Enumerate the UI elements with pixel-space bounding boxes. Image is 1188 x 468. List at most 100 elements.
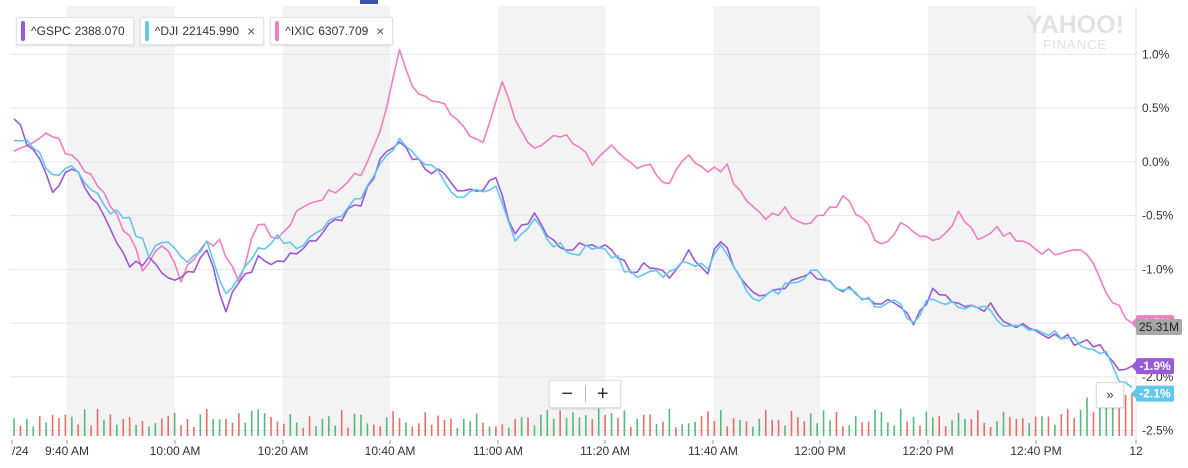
volume-bar	[469, 421, 471, 436]
legend: ^GSPC 2388.070 ^DJI 22145.990 × ^IXIC 63…	[16, 17, 394, 45]
volume-bar	[1092, 411, 1095, 436]
volume-bar	[360, 414, 362, 436]
volume-bar	[964, 419, 966, 436]
volume-bar	[430, 424, 433, 436]
volume-bar	[321, 418, 324, 436]
volume-bar	[443, 419, 446, 436]
volume-bar	[373, 424, 375, 436]
volume-bar	[527, 417, 529, 436]
volume-bar	[790, 410, 793, 436]
volume-bar	[610, 412, 613, 436]
zoom-divider	[584, 386, 586, 402]
volume-bar	[906, 421, 908, 436]
legend-value: 22145.990	[182, 24, 240, 38]
close-icon[interactable]: ×	[376, 23, 385, 39]
volume-bar	[777, 420, 780, 436]
volume-bar	[135, 424, 137, 436]
series-lines	[13, 48, 1133, 389]
volume-bar	[456, 427, 459, 436]
volume-bar	[482, 422, 484, 436]
volume-bar	[668, 408, 671, 436]
volume-bar	[732, 418, 735, 436]
volume-bar	[90, 425, 92, 436]
volume-bar	[707, 411, 709, 436]
volume-bar	[514, 419, 516, 436]
volume-bar	[764, 409, 767, 436]
volume-bar	[1021, 418, 1024, 436]
volume-bar	[180, 425, 182, 436]
volume-bar	[970, 419, 973, 436]
volume-bar	[887, 422, 889, 436]
time-bands	[67, 6, 1036, 436]
legend-chip-ixic[interactable]: ^IXIC 6307.709 ×	[270, 17, 394, 45]
volume-bar	[617, 417, 619, 436]
volume-bar	[257, 409, 259, 436]
y-tick-label: -0.5%	[1142, 209, 1174, 223]
volume-bar	[1002, 411, 1005, 436]
volume-bar	[893, 425, 896, 436]
volume-bar	[398, 418, 401, 436]
time-band	[498, 6, 605, 436]
volume-bar	[38, 416, 41, 436]
legend-chip-dji[interactable]: ^DJI 22145.990 ×	[139, 17, 265, 45]
volume-bar	[726, 426, 729, 436]
volume-bar	[957, 412, 960, 436]
volume-bar	[1105, 395, 1108, 436]
x-tick-label: 12	[1129, 444, 1143, 458]
volume-bar	[816, 423, 818, 436]
volume-bar	[392, 411, 394, 436]
legend-symbol: ^IXIC	[285, 24, 315, 38]
end-badge-gspc: -1.9%	[1139, 359, 1171, 373]
volume-bar	[283, 423, 285, 436]
volume-bar	[64, 414, 67, 436]
x-axis: /24 9:40 AM 10:00 AM 10:20 AM 10:40 AM 11:00 …	[11, 440, 1143, 458]
volume-badge-box	[1136, 319, 1182, 335]
volume-bar	[951, 420, 953, 436]
zoom-controls: − +	[549, 380, 621, 408]
series-color-swatch	[275, 21, 280, 41]
zoom-in-button[interactable]: +	[596, 383, 609, 405]
volume-bar	[295, 422, 298, 436]
volume-bar	[26, 419, 28, 436]
volume-bar	[141, 420, 144, 436]
volume-bar	[803, 421, 806, 436]
end-badge-dji-pointer	[1131, 388, 1136, 399]
series-line-ixic	[13, 48, 1133, 324]
volume-bar	[302, 427, 304, 436]
volume-bar	[559, 410, 561, 436]
series-color-swatch	[144, 21, 149, 41]
close-icon[interactable]: ×	[247, 23, 256, 39]
volume-bar	[880, 412, 883, 436]
volume-bar	[167, 415, 170, 436]
y-tick-label: 1.0%	[1142, 47, 1170, 61]
volume-bar	[1047, 416, 1050, 436]
end-badge-ixic-pointer	[1131, 318, 1136, 329]
volume-bar	[353, 413, 356, 436]
volume-bar	[809, 413, 812, 436]
time-band	[713, 6, 820, 436]
volume-bar	[642, 414, 645, 436]
volume-bar	[96, 408, 99, 436]
volume-bar	[51, 414, 54, 436]
series-color-swatch	[21, 21, 25, 41]
volume-bar	[874, 409, 876, 436]
volume-bar	[328, 416, 330, 436]
volume-bar	[919, 425, 921, 436]
volume-bar	[32, 426, 35, 436]
volume-bar	[719, 410, 722, 436]
zoom-out-button[interactable]: −	[561, 383, 574, 405]
legend-chip-gspc[interactable]: ^GSPC 2388.070	[16, 17, 134, 45]
x-tick-label: 11:00 AM	[473, 444, 523, 458]
volume-bar	[655, 423, 658, 436]
volume-bar	[867, 421, 870, 436]
volume-bar	[540, 414, 542, 436]
volume-bar	[340, 410, 343, 436]
volume-bar	[315, 426, 317, 436]
volume-bar	[636, 418, 639, 436]
volume-bar	[173, 412, 176, 436]
x-tick-label: 10:40 AM	[365, 444, 416, 458]
volume-bar	[411, 426, 414, 436]
expand-button[interactable]: »	[1096, 382, 1124, 408]
volume-bar	[649, 414, 651, 436]
